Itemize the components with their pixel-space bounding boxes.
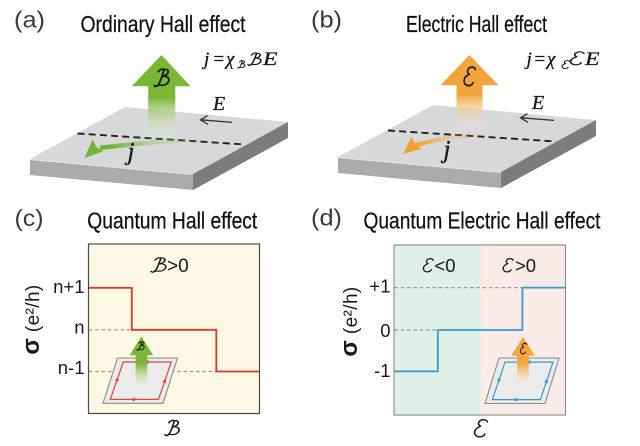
svg-text:σ (e²/h): σ (e²/h)	[18, 284, 45, 354]
svg-text:=: =	[214, 49, 225, 70]
svg-text:j: j	[125, 139, 135, 166]
svg-text:σ (e²/h): σ (e²/h)	[336, 286, 363, 356]
svg-text:Quantum Electric Hall effect: Quantum Electric Hall effect	[364, 207, 602, 233]
svg-text:n: n	[74, 317, 84, 338]
svg-text:(b): (b)	[311, 7, 342, 33]
svg-text:=: =	[535, 49, 546, 70]
svg-text:j: j	[201, 49, 209, 70]
svg-text:+1: +1	[369, 276, 390, 297]
svg-text:j: j	[441, 137, 451, 164]
svg-text:<0: <0	[435, 255, 456, 276]
svg-text:>0: >0	[515, 255, 536, 276]
svg-text:E: E	[531, 92, 544, 114]
svg-text:χ: χ	[224, 49, 235, 70]
svg-text:n+1: n+1	[53, 276, 84, 297]
svg-text:E: E	[584, 49, 600, 70]
svg-text:E: E	[212, 93, 225, 115]
svg-text:-1: -1	[374, 360, 390, 381]
svg-text:(a): (a)	[14, 7, 45, 33]
svg-text:n-1: n-1	[58, 357, 85, 378]
svg-text:Quantum Hall effect: Quantum Hall effect	[87, 207, 257, 233]
svg-text:0: 0	[380, 320, 390, 341]
svg-text:χ: χ	[545, 49, 556, 70]
svg-text:(d): (d)	[311, 205, 342, 231]
svg-text:Electric Hall effect: Electric Hall effect	[406, 11, 547, 37]
svg-text:>0: >0	[167, 256, 189, 277]
svg-text:Ordinary Hall effect: Ordinary Hall effect	[81, 11, 247, 37]
svg-text:E: E	[262, 49, 278, 70]
svg-text:(c): (c)	[15, 205, 44, 231]
svg-text:j: j	[524, 49, 532, 70]
